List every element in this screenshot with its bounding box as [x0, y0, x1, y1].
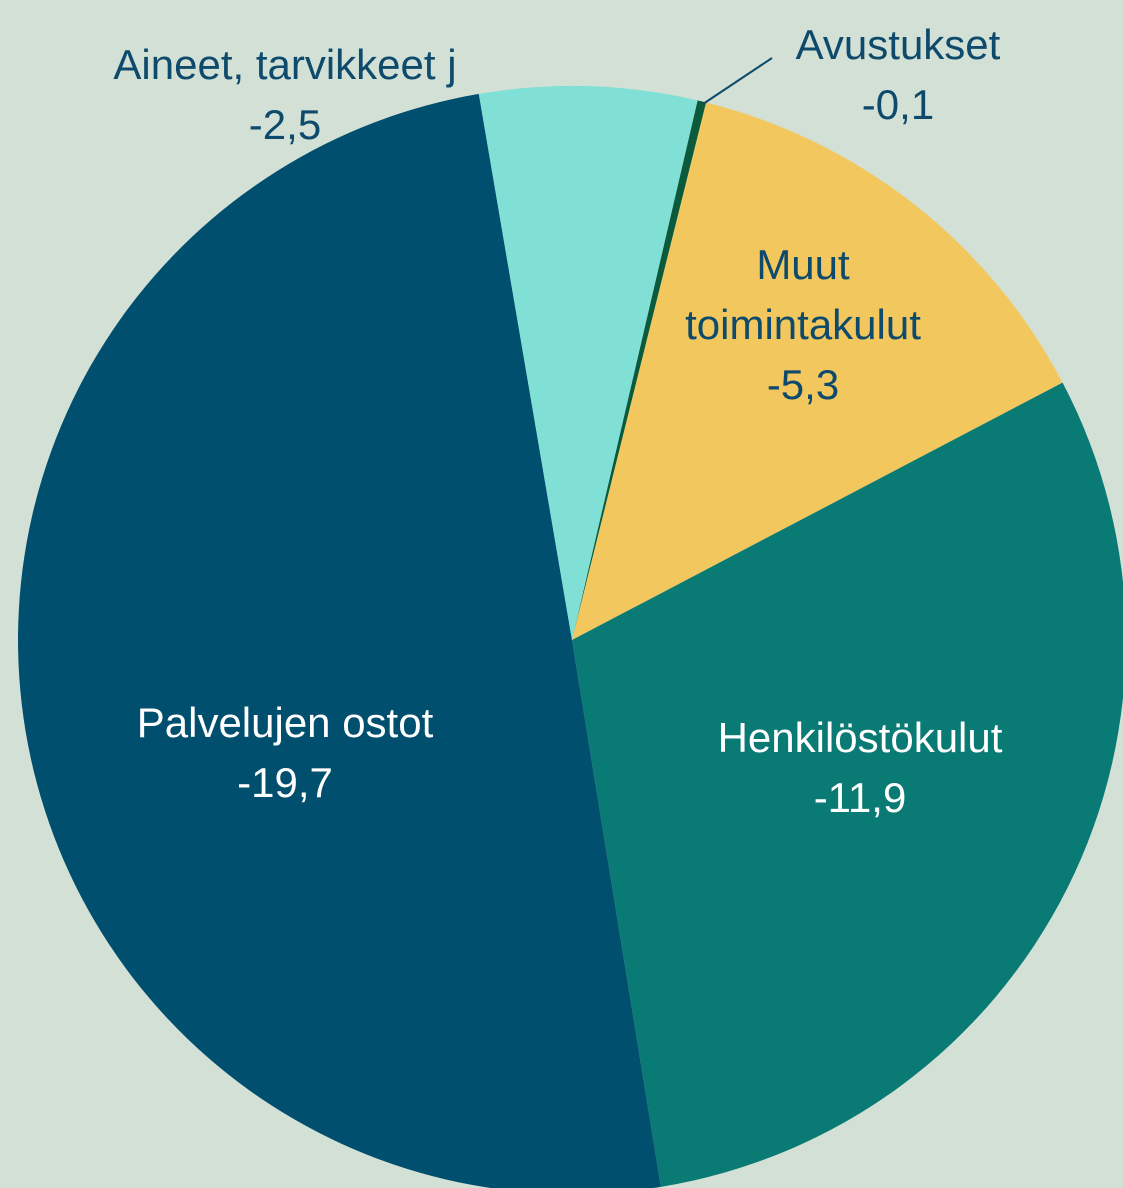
slice-label: Henkilöstökulut -11,9 [718, 708, 1003, 828]
slice-value: -19,7 [237, 759, 333, 806]
slice-name: Henkilöstökulut [717, 714, 1003, 761]
slice-name: Aineet, tarvikkeet j [113, 41, 457, 88]
slice-value: -5,3 [766, 361, 840, 408]
pie-slice [572, 100, 707, 641]
slice-name: Avustukset [795, 21, 1001, 68]
slice-value: -11,9 [813, 774, 907, 821]
pie-slice [572, 102, 1063, 640]
slice-name: Palvelujen ostot [136, 699, 434, 746]
slice-value: -2,5 [248, 101, 322, 148]
pie-slice [478, 86, 698, 641]
slice-label: Avustukset -0,1 [796, 15, 1001, 135]
slice-name: Muut toimintakulut [685, 241, 921, 348]
slice-value: -0,1 [861, 81, 935, 128]
slice-label: Aineet, tarvikkeet j -2,5 [113, 35, 456, 155]
slice-label: Muut toimintakulut -5,3 [643, 235, 963, 415]
pie-slice [17, 93, 661, 1188]
leader-line [702, 57, 773, 105]
pie-slice [572, 382, 1123, 1187]
slice-label: Palvelujen ostot -19,7 [137, 693, 434, 813]
